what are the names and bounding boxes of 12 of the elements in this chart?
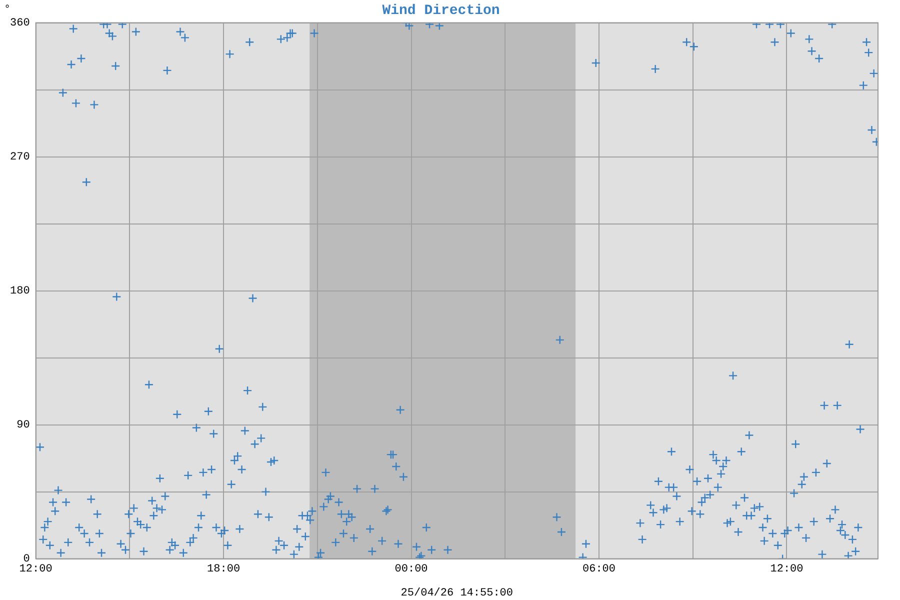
x-tick-label: 18:00 <box>207 563 240 576</box>
x-tick-label: 12:00 <box>770 563 804 576</box>
x-tick-label: 12:00 <box>19 563 52 576</box>
chart-title: Wind Direction <box>382 2 500 19</box>
x-tick-label: 00:00 <box>394 563 428 576</box>
y-tick-label: 360 <box>10 18 30 30</box>
y-tick-label: 270 <box>10 152 30 164</box>
y-tick-label: 90 <box>16 420 30 432</box>
x-tick-label: 06:00 <box>582 563 616 576</box>
y-axis-title: ° <box>4 4 11 16</box>
text: 25/04/26 14:55:00 <box>400 587 514 600</box>
y-tick-label: 180 <box>10 286 30 298</box>
